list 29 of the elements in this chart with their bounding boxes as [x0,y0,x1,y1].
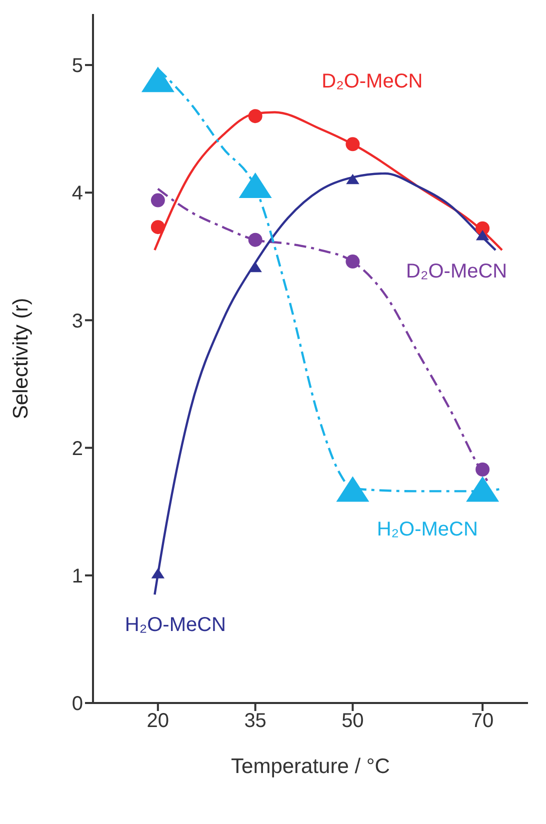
y-tick-label: 0 [72,693,83,716]
x-tick-label: 20 [146,710,170,732]
y-tick-label: 4 [72,182,83,205]
point [248,232,262,247]
x-tick-label: 35 [244,710,266,732]
text: D₂O-MeCN [322,70,423,92]
point [346,137,360,152]
point [346,254,360,269]
x-tick-label: 70 [471,710,494,732]
point [346,174,360,184]
point [150,193,165,208]
point [150,220,165,234]
point [151,568,165,578]
point [336,476,370,502]
text: H₂O-MeCN [124,614,226,636]
y-tick-label: 1 [72,566,83,588]
y-axis-title: Selectivity (r) [9,298,32,420]
point [476,462,490,477]
point [476,230,490,240]
point [248,262,262,272]
y-tick-label: 2 [72,438,83,460]
point [248,109,262,124]
y-tick-label: 5 [72,55,83,78]
x-axis-title: Temperature / °C [231,755,390,778]
x-tick-label: 50 [342,710,364,732]
text: D₂O-MeCN [406,260,508,283]
series-label: H₂O-MeCN [376,518,478,540]
point [466,476,500,502]
y-tick-label: 3 [72,310,83,332]
